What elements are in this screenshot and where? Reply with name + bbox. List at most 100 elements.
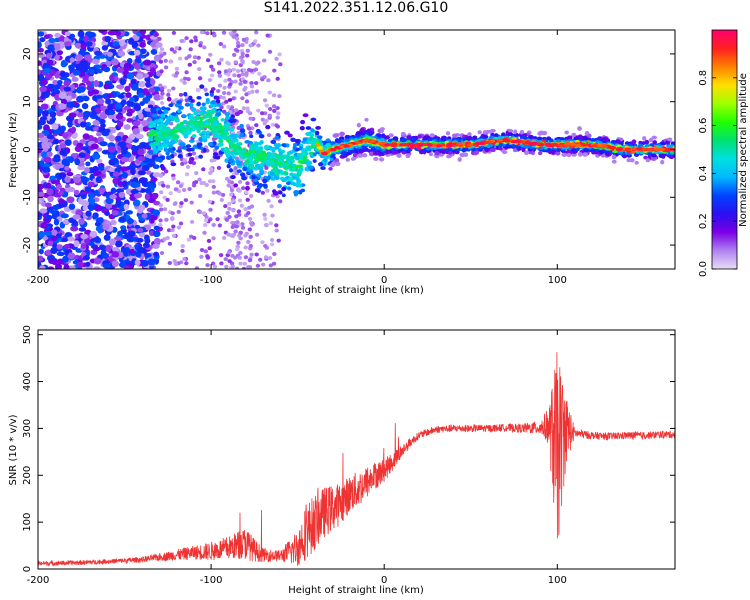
spectrogram-cell — [132, 199, 141, 207]
spectrogram-cell — [253, 166, 259, 171]
spectrogram-cell — [130, 181, 139, 188]
spectrogram-cell — [84, 186, 92, 192]
spectrogram-cell — [193, 38, 199, 43]
spectrogram-cell — [236, 146, 242, 150]
spectrogram-cell — [54, 43, 61, 51]
spectrogram-cell — [272, 252, 277, 256]
spectrogram-cell — [38, 255, 44, 262]
spectrogram-cell — [69, 57, 75, 63]
spectrogram-cell — [211, 223, 216, 227]
spectrogram-cell — [211, 184, 216, 189]
spectrogram-cell — [296, 178, 302, 184]
spectrogram-cell — [120, 225, 127, 230]
spectrogram-cell — [334, 161, 341, 167]
spectrogram-cell — [145, 34, 153, 41]
spectrogram-cell — [211, 190, 217, 195]
spectrogram-cell — [244, 71, 249, 76]
spectrogram-cell — [163, 65, 169, 70]
spectrogram-cell — [203, 87, 208, 92]
spectrogram-cell — [197, 210, 203, 215]
spectrogram-cell — [178, 204, 183, 209]
spectrogram-cell — [70, 225, 79, 232]
spectrogram-cell — [110, 58, 119, 66]
spectrogram-cell — [274, 135, 280, 140]
spectrogram-cell — [121, 171, 128, 179]
spectrogram-cell — [180, 248, 185, 253]
spectrogram-cell — [92, 119, 100, 126]
spectrogram-cell — [218, 139, 224, 143]
spectrogram-cell — [56, 251, 65, 257]
spectrogram-cell — [196, 128, 201, 134]
spectrogram-cell — [115, 114, 124, 120]
spectrogram-cell — [157, 146, 163, 151]
spectrogram-cell — [245, 109, 251, 114]
spectrogram-cell — [274, 223, 279, 228]
spectrogram-cell — [178, 92, 184, 97]
spectrogram-cell — [371, 146, 377, 151]
spectrogram-cell — [228, 168, 234, 173]
spectrogram-cell — [236, 209, 242, 214]
spectrogram-cell — [244, 92, 249, 97]
spectrogram-cell — [49, 175, 56, 181]
spectrogram-cell — [300, 160, 305, 165]
spectrogram-cell — [264, 223, 269, 228]
spectrogram-cell — [265, 188, 270, 193]
spectrogram-cell — [107, 30, 116, 36]
spectrogram-cell — [302, 155, 308, 160]
spectrogram-cell — [598, 149, 605, 155]
spectrogram-cell — [379, 128, 385, 133]
spectrogram-cell — [177, 146, 182, 150]
spectrogram-cell — [292, 145, 297, 150]
spectrogram-cell — [38, 230, 46, 238]
spectrogram-cell — [110, 187, 117, 194]
spectrogram-cell — [100, 122, 106, 129]
spectrogram-cell — [368, 131, 374, 136]
spectrogram-cell — [43, 156, 52, 163]
spectrogram-cell — [235, 247, 240, 252]
spectrogram-cell — [272, 108, 277, 113]
spectrogram-cell — [230, 133, 236, 138]
spectrogram-cell — [278, 62, 283, 67]
spectrogram-cell — [158, 203, 163, 208]
spectrogram-cell — [108, 238, 117, 246]
spectrogram-cell — [571, 148, 577, 153]
spectrogram-cell — [253, 39, 258, 44]
spectrogram-cell — [519, 130, 525, 135]
spectrogram-cell — [266, 78, 271, 83]
spectrogram-cell — [227, 214, 232, 219]
spectrogram-cell — [56, 244, 63, 250]
spectrogram-cell — [263, 255, 269, 260]
spectrogram-cell — [297, 164, 304, 169]
spectrogram-cell — [261, 262, 266, 267]
spectrogram-cell — [104, 203, 113, 209]
spectrogram-cell — [306, 147, 312, 152]
spectrogram-cell — [174, 102, 180, 108]
spectrogram-cell — [204, 122, 210, 126]
spectrogram-cell — [287, 133, 293, 138]
spectrogram-cell — [174, 71, 180, 75]
spectrogram-cell — [405, 153, 411, 159]
spectrogram-cell — [254, 252, 259, 257]
spectrogram-cell — [63, 264, 70, 269]
spectrogram-cell — [96, 131, 102, 137]
spectrogram-cell — [227, 206, 232, 211]
spectrogram-cell — [159, 95, 164, 100]
spectrogram-cell — [46, 188, 54, 196]
spectrogram-cell — [312, 159, 317, 163]
spectrogram-cell — [78, 227, 87, 232]
spectrogram-cell — [151, 144, 157, 150]
spectrogram-cell — [186, 77, 191, 82]
spectrogram-cell — [127, 230, 136, 237]
spectrogram-cell — [41, 166, 51, 173]
spectrogram-cell — [301, 148, 307, 152]
spectrogram-cell — [270, 171, 275, 176]
spectrogram-cell — [169, 47, 175, 52]
spectrogram-cell — [247, 227, 252, 232]
spectrogram-cell — [79, 60, 88, 68]
spectrogram-cell — [56, 184, 63, 189]
spectrogram-cell — [243, 160, 250, 165]
spectrogram-cell — [99, 114, 108, 120]
spectrogram-cell — [160, 166, 166, 171]
spectrogram-cell — [199, 30, 205, 35]
spectrogram-cell — [276, 238, 281, 243]
